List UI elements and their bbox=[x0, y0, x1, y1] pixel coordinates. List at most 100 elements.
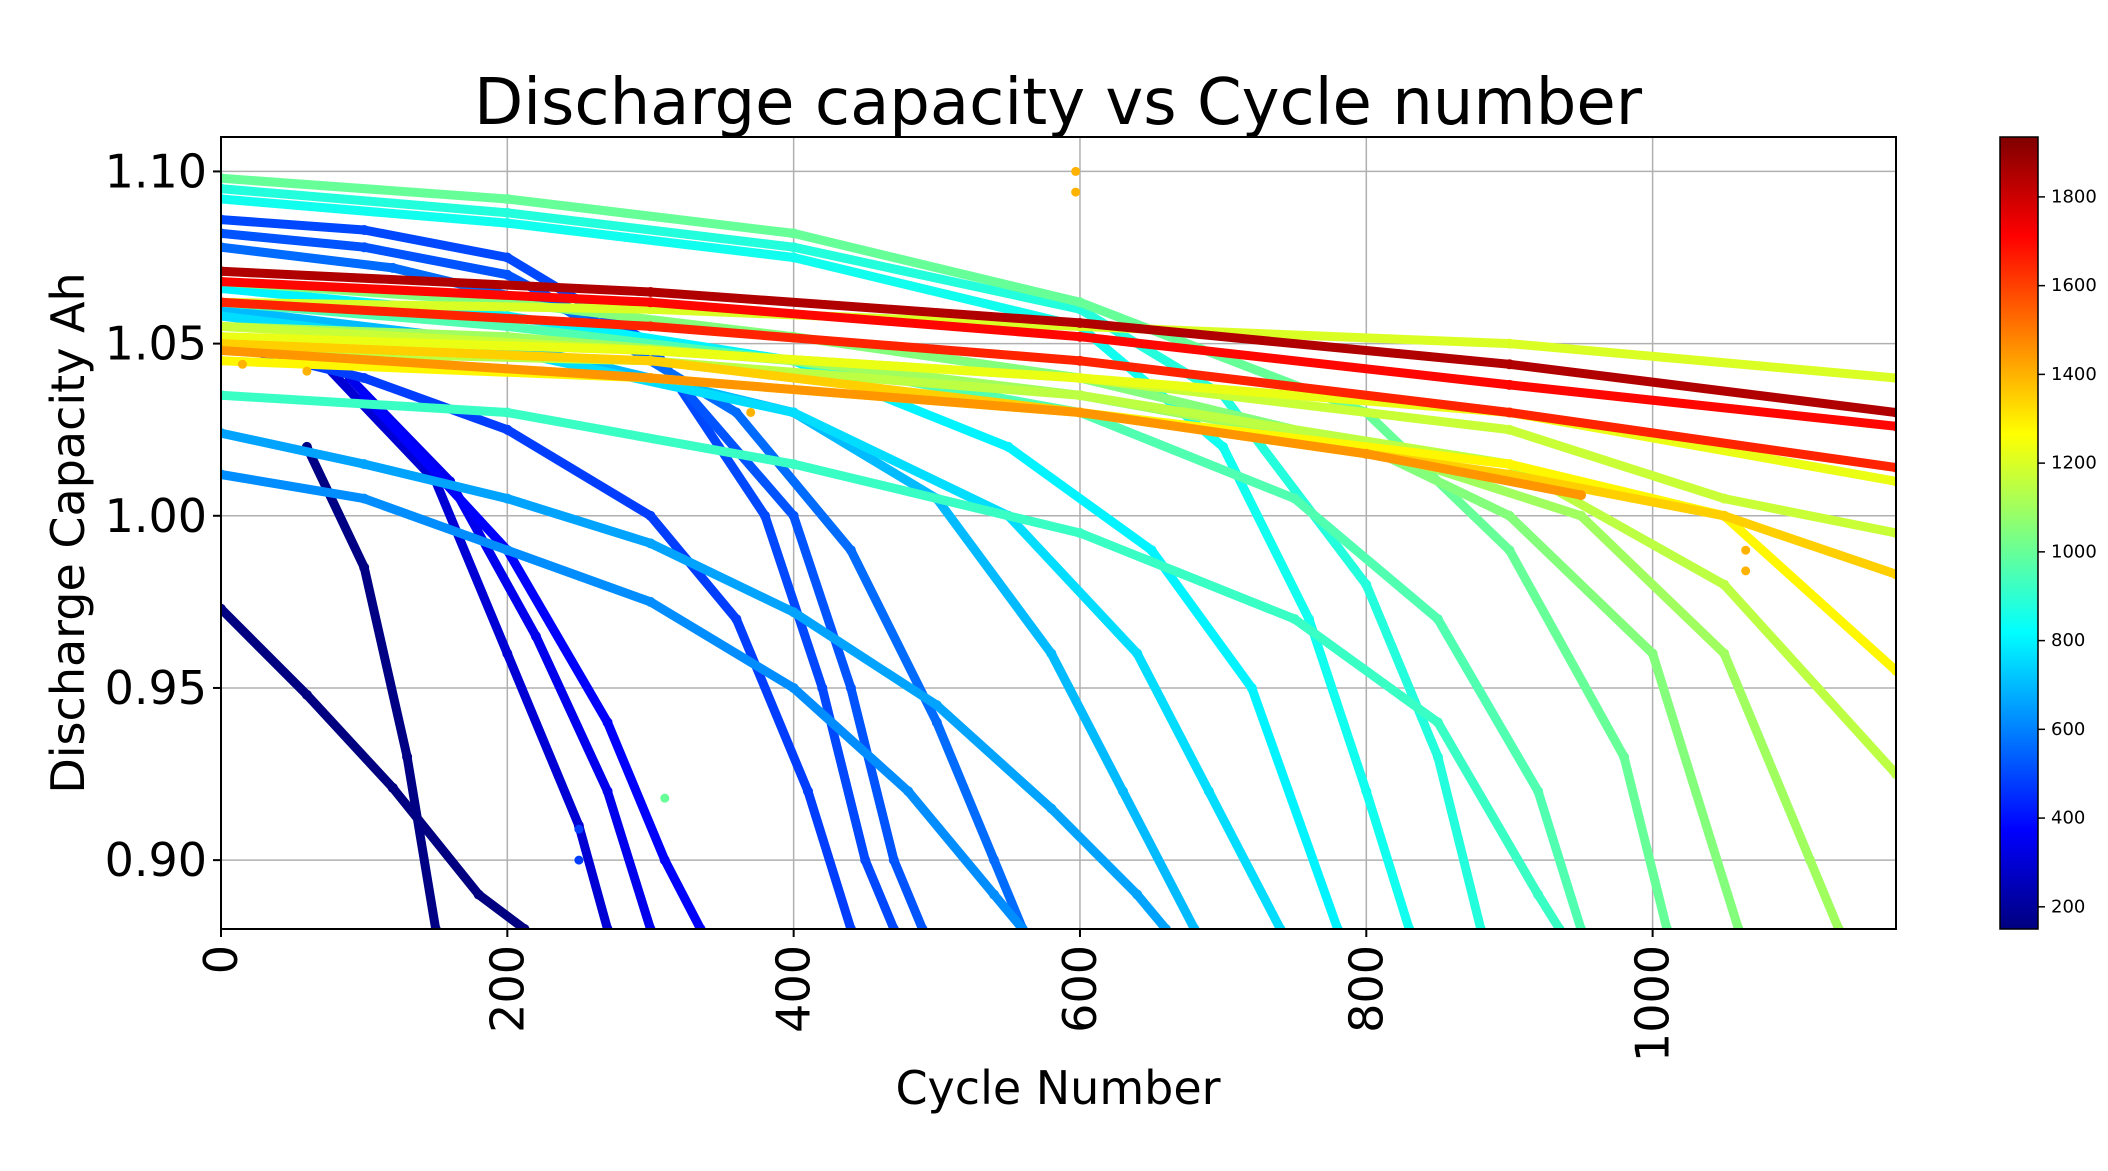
data-point bbox=[359, 493, 370, 504]
data-point bbox=[1504, 338, 1515, 349]
data-point bbox=[1891, 373, 1896, 384]
data-point bbox=[221, 321, 226, 332]
data-point bbox=[645, 596, 656, 607]
data-point bbox=[387, 782, 398, 793]
data-point bbox=[1504, 545, 1515, 556]
data-point bbox=[1618, 751, 1629, 762]
data-point bbox=[1504, 407, 1515, 418]
series-line bbox=[221, 470, 1028, 929]
series-line bbox=[221, 184, 1486, 929]
data-point bbox=[221, 469, 226, 480]
series-line bbox=[302, 442, 441, 929]
data-point bbox=[1332, 924, 1343, 929]
data-point bbox=[645, 538, 656, 549]
data-point bbox=[221, 428, 226, 439]
data-point bbox=[1275, 924, 1286, 929]
data-point bbox=[1404, 924, 1415, 929]
series-line bbox=[221, 215, 899, 929]
data-point bbox=[1733, 924, 1744, 929]
data-point bbox=[1432, 717, 1443, 728]
data-point bbox=[1074, 331, 1085, 342]
data-point bbox=[359, 224, 370, 235]
outlier-layer bbox=[237, 166, 1751, 865]
outlier-point bbox=[1741, 566, 1751, 576]
data-point bbox=[1719, 510, 1730, 521]
data-point bbox=[519, 924, 530, 929]
data-point bbox=[1003, 441, 1014, 452]
data-point bbox=[359, 390, 370, 401]
data-point bbox=[1017, 924, 1028, 929]
data-point bbox=[1891, 407, 1896, 418]
data-point bbox=[1289, 493, 1300, 504]
outlier-point bbox=[574, 855, 584, 865]
colorbar-ticks: 200 400 600 800 1000 1200 1400 1600 1800 bbox=[2038, 186, 2097, 917]
data-point bbox=[1074, 317, 1085, 328]
data-point bbox=[1504, 459, 1515, 470]
data-point bbox=[802, 786, 813, 797]
x-tick-label: 1000 bbox=[1626, 945, 1680, 1062]
data-point bbox=[221, 242, 226, 253]
data-point bbox=[788, 407, 799, 418]
data-point bbox=[1146, 545, 1157, 556]
data-point bbox=[1432, 751, 1443, 762]
data-point bbox=[221, 311, 226, 322]
data-point bbox=[502, 407, 513, 418]
x-tick-label: 600 bbox=[1053, 945, 1107, 1033]
data-point bbox=[221, 603, 226, 614]
series-line bbox=[221, 242, 1028, 929]
series-line bbox=[221, 173, 1672, 929]
data-point bbox=[788, 242, 799, 253]
data-point bbox=[1117, 786, 1128, 797]
data-point bbox=[1304, 614, 1315, 625]
data-point bbox=[903, 786, 914, 797]
data-point bbox=[1189, 924, 1200, 929]
data-point bbox=[502, 218, 513, 229]
data-point bbox=[1891, 421, 1896, 432]
outlier-point bbox=[237, 359, 247, 369]
data-point bbox=[502, 193, 513, 204]
data-point bbox=[221, 345, 226, 356]
data-point bbox=[1361, 579, 1372, 590]
data-point bbox=[1074, 355, 1085, 366]
data-point bbox=[221, 193, 226, 204]
data-point bbox=[1074, 297, 1085, 308]
data-point bbox=[860, 855, 871, 866]
data-point bbox=[845, 924, 856, 929]
y-tick-label: 1.00 bbox=[105, 489, 207, 543]
series-line bbox=[221, 297, 1586, 929]
data-point bbox=[645, 297, 656, 308]
colorbar-tick-label: 600 bbox=[2051, 719, 2085, 740]
data-point bbox=[645, 286, 656, 297]
series-line bbox=[221, 228, 927, 929]
data-point bbox=[530, 631, 541, 642]
x-axis-ticks: 0 200 400 600 800 1000 bbox=[194, 929, 1680, 1062]
colorbar-tick-label: 1200 bbox=[2051, 453, 2097, 474]
data-point bbox=[602, 786, 613, 797]
data-point bbox=[1533, 889, 1544, 900]
data-point bbox=[788, 682, 799, 693]
data-point bbox=[502, 269, 513, 280]
data-point bbox=[989, 889, 1000, 900]
data-point bbox=[788, 510, 799, 521]
data-point bbox=[1891, 665, 1896, 676]
data-point bbox=[1891, 528, 1896, 538]
y-tick-label: 0.90 bbox=[105, 833, 207, 887]
outlier-point bbox=[574, 824, 584, 834]
data-point bbox=[1891, 569, 1896, 580]
data-point bbox=[645, 345, 656, 356]
outlier-point bbox=[1071, 166, 1081, 176]
data-point bbox=[1246, 682, 1257, 693]
data-point bbox=[788, 459, 799, 470]
data-point bbox=[221, 390, 226, 401]
data-point bbox=[502, 252, 513, 263]
data-point bbox=[221, 183, 226, 194]
data-point bbox=[645, 924, 656, 929]
outlier-point bbox=[746, 407, 756, 417]
outlier-point bbox=[660, 793, 670, 803]
data-point bbox=[788, 252, 799, 263]
series-line bbox=[221, 604, 529, 929]
data-point bbox=[1361, 448, 1372, 459]
data-point bbox=[1074, 390, 1085, 401]
colorbar-tick-label: 1800 bbox=[2051, 186, 2097, 207]
